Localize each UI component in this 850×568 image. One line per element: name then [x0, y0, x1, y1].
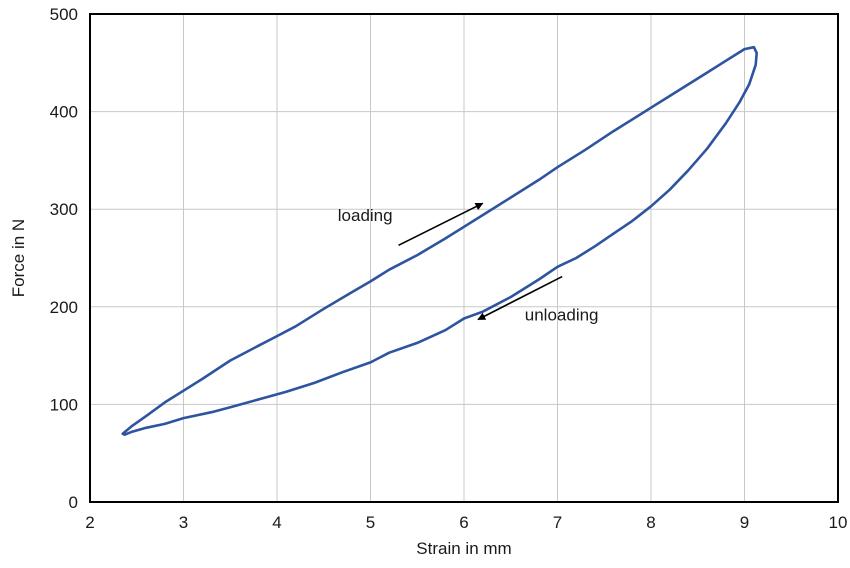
x-tick-label: 2	[85, 513, 94, 532]
y-tick-label: 0	[69, 493, 78, 512]
x-tick-label: 6	[459, 513, 468, 532]
plot-area-frame	[89, 13, 839, 503]
x-tick-label: 9	[740, 513, 749, 532]
series-layer	[121, 45, 759, 437]
y-tick-label: 500	[50, 5, 78, 24]
x-axis-ticks: 2 3 4 5 6 7 8 9 10	[85, 513, 847, 532]
y-tick-label: 200	[50, 298, 78, 317]
arrow-layer	[398, 202, 563, 321]
x-tick-label: 8	[646, 513, 655, 532]
y-tick-label: 400	[50, 103, 78, 122]
y-tick-label: 100	[50, 395, 78, 414]
annotation-label: loading	[338, 206, 393, 225]
x-tick-label: 3	[179, 513, 188, 532]
x-tick-label: 4	[272, 513, 281, 532]
hysteresis-curve	[121, 45, 759, 437]
annotation-layer: loading unloading	[338, 206, 599, 325]
y-axis-title: Force in N	[9, 219, 28, 297]
x-tick-label: 10	[829, 513, 848, 532]
x-tick-label: 5	[366, 513, 375, 532]
x-tick-label: 7	[553, 513, 562, 532]
y-tick-label: 300	[50, 200, 78, 219]
y-axis-ticks: 0 100 200 300 400 500	[50, 5, 78, 512]
direction-arrow	[398, 202, 484, 247]
direction-arrow	[477, 275, 563, 321]
annotation-label: unloading	[525, 305, 599, 324]
x-axis-title: Strain in mm	[416, 539, 511, 558]
gridlines	[90, 14, 838, 502]
